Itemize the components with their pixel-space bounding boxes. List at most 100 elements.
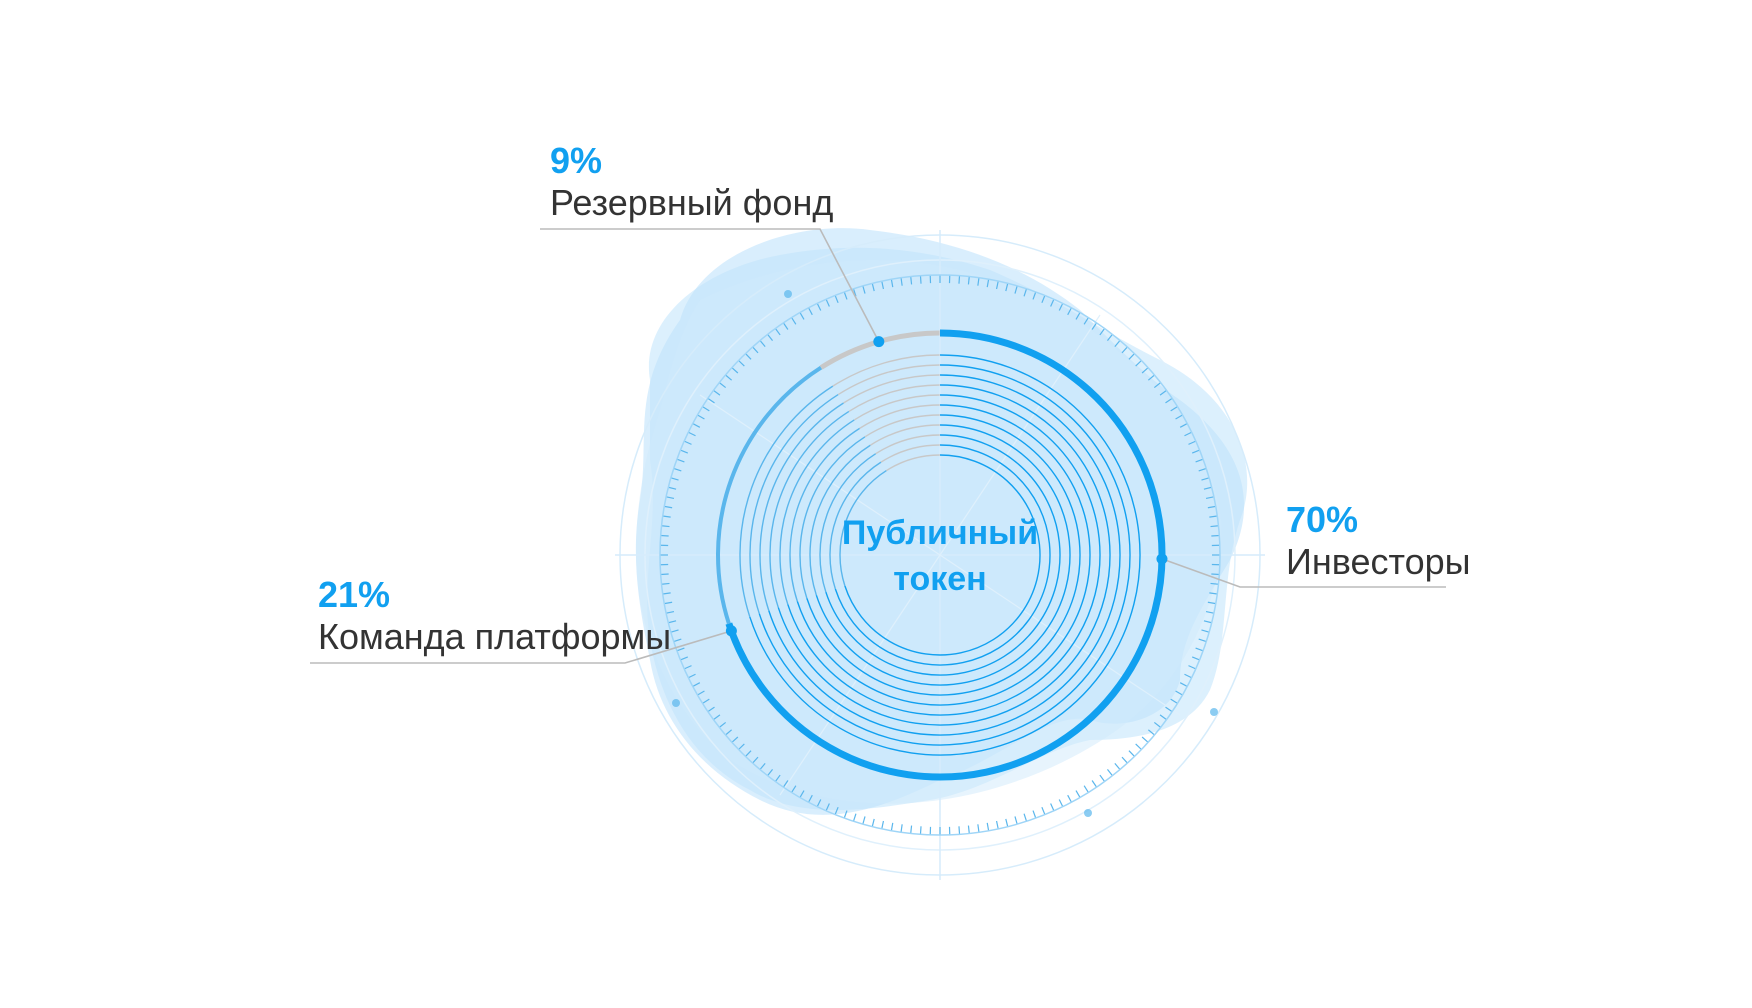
tick-mark bbox=[1191, 656, 1200, 661]
tick-mark bbox=[661, 582, 670, 585]
tick-mark bbox=[683, 440, 692, 445]
tick-mark bbox=[660, 534, 669, 537]
ring-investors bbox=[844, 454, 1041, 656]
tick-mark bbox=[1203, 620, 1212, 624]
tick-mark bbox=[808, 307, 813, 316]
tick-mark bbox=[977, 824, 980, 833]
tick-mark bbox=[1191, 449, 1200, 454]
tick-mark bbox=[1184, 431, 1192, 437]
tick-mark bbox=[660, 573, 669, 576]
tick-mark bbox=[1153, 721, 1162, 728]
tick-mark bbox=[1075, 312, 1081, 320]
tick-mark bbox=[834, 295, 839, 304]
tick-mark bbox=[1205, 610, 1215, 614]
tick-mark bbox=[871, 283, 875, 292]
reserve-leader bbox=[540, 228, 880, 342]
tick-mark bbox=[1135, 743, 1142, 750]
tick-mark bbox=[774, 328, 781, 336]
tick-mark bbox=[738, 360, 745, 367]
tick-mark bbox=[852, 813, 857, 822]
tick-mark bbox=[1141, 367, 1149, 374]
tick-ring bbox=[660, 275, 1220, 835]
tick-mark bbox=[1210, 525, 1219, 528]
tick-mark bbox=[1091, 322, 1098, 330]
tick-mark bbox=[1179, 423, 1188, 428]
tick-mark bbox=[1128, 750, 1135, 757]
tick-mark bbox=[1083, 317, 1089, 325]
tick-mark bbox=[958, 275, 961, 284]
tick-mark bbox=[745, 353, 752, 360]
tick-mark bbox=[890, 279, 894, 288]
tick-mark bbox=[1099, 328, 1106, 336]
tick-mark bbox=[1195, 458, 1204, 463]
tick-mark bbox=[1005, 818, 1009, 827]
ring-investors bbox=[806, 414, 1081, 696]
tick-mark bbox=[1050, 803, 1055, 812]
tick-mark bbox=[1050, 298, 1055, 307]
team-percent: 21% bbox=[318, 574, 390, 615]
ring-team bbox=[839, 469, 887, 587]
tick-mark bbox=[713, 714, 721, 721]
tick-mark bbox=[670, 477, 679, 481]
guide-dot-2 bbox=[672, 699, 680, 707]
ring-reserve bbox=[869, 424, 940, 446]
tick-mark bbox=[774, 774, 781, 782]
tick-mark bbox=[1128, 353, 1135, 360]
tick-mark bbox=[1165, 706, 1173, 713]
tick-mark bbox=[1083, 785, 1089, 793]
tick-mark bbox=[782, 322, 789, 330]
tick-mark bbox=[676, 647, 685, 652]
ring-team bbox=[739, 385, 834, 618]
tick-mark bbox=[661, 525, 670, 528]
tick-mark bbox=[759, 762, 766, 770]
tick-mark bbox=[1165, 397, 1173, 404]
tick-mark bbox=[1188, 440, 1197, 445]
guide-dot-4 bbox=[1210, 708, 1218, 716]
tick-mark bbox=[1159, 389, 1167, 396]
tick-mark bbox=[702, 406, 710, 412]
tick-mark bbox=[707, 706, 715, 713]
tick-mark bbox=[1147, 729, 1155, 736]
tick-mark bbox=[680, 449, 689, 454]
tick-mark bbox=[1175, 414, 1183, 420]
tick-mark bbox=[825, 803, 830, 812]
tick-mark bbox=[1211, 573, 1220, 576]
ring-reserve bbox=[880, 444, 940, 463]
tick-mark bbox=[1203, 486, 1212, 490]
tick-mark bbox=[1201, 477, 1210, 481]
concentric-rings bbox=[739, 354, 1141, 756]
tick-mark bbox=[1014, 816, 1018, 825]
tick-mark bbox=[1041, 295, 1046, 304]
ring-reserve bbox=[886, 454, 940, 472]
tick-mark bbox=[791, 785, 797, 793]
tick-mark bbox=[1114, 762, 1121, 770]
tick-mark bbox=[799, 312, 805, 320]
tick-mark bbox=[816, 799, 822, 807]
tick-mark bbox=[1032, 291, 1037, 300]
team-marker bbox=[725, 625, 737, 637]
tick-mark bbox=[862, 285, 866, 294]
tick-mark bbox=[910, 825, 913, 834]
tick-mark bbox=[967, 276, 970, 285]
tick-mark bbox=[791, 317, 797, 325]
tick-mark bbox=[745, 750, 752, 757]
tick-mark bbox=[1121, 756, 1128, 764]
tick-mark bbox=[752, 756, 759, 764]
tick-mark bbox=[688, 431, 696, 437]
tick-mark bbox=[995, 280, 999, 290]
investors-percent: 70% bbox=[1286, 499, 1358, 540]
tick-mark bbox=[718, 382, 727, 389]
ring-investors bbox=[777, 384, 1111, 726]
guide-line-diagonal-2 bbox=[779, 314, 1101, 796]
ring-reserve bbox=[832, 354, 940, 387]
tick-mark bbox=[683, 665, 692, 670]
tick-mark bbox=[752, 346, 759, 354]
tick-mark bbox=[799, 790, 805, 798]
tick-mark bbox=[919, 826, 922, 835]
ring-team bbox=[819, 453, 877, 593]
ring-reserve bbox=[843, 374, 940, 404]
tick-mark bbox=[767, 768, 774, 777]
tick-mark bbox=[673, 638, 682, 643]
tick-mark bbox=[1058, 303, 1064, 311]
